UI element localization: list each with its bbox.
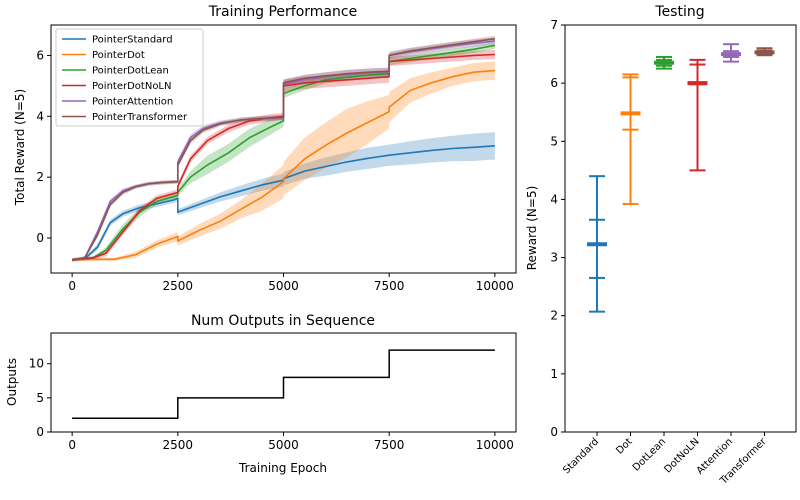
x-tick-label: 10000 — [476, 438, 514, 452]
testing-boxes — [587, 43, 775, 313]
testing-axes-frame — [564, 24, 797, 433]
x-tick-label: Standard — [561, 436, 601, 476]
x-tick-label: Dot — [614, 436, 634, 456]
series-band-0 — [72, 132, 495, 262]
series-line-2 — [72, 44, 496, 261]
legend-box — [55, 28, 204, 127]
y-tick-label: 6 — [550, 76, 558, 90]
legend-label: PointerDotLean — [92, 66, 169, 77]
outputs-lines — [72, 349, 495, 420]
y-tick-label: 4 — [36, 109, 44, 123]
training-title: Training Performance — [208, 4, 357, 20]
series-line-1 — [72, 69, 495, 261]
y-tick-label: 6 — [36, 48, 44, 62]
y-tick-label: 5 — [550, 134, 558, 148]
training-lines — [71, 37, 496, 261]
x-tick-label: 2500 — [163, 279, 194, 293]
x-tick-label: 7500 — [374, 438, 405, 452]
outputs-step-line — [72, 349, 495, 420]
legend-label: PointerTransformer — [92, 112, 188, 123]
y-tick-label: 0 — [36, 425, 44, 439]
x-tick-label: 5000 — [268, 279, 299, 293]
y-tick-label: 2 — [550, 309, 558, 323]
outputs-axes-frame — [50, 332, 517, 433]
y-tick-label: 0 — [36, 231, 44, 245]
x-tick-label: 7500 — [374, 279, 405, 293]
training-legend: PointerStandard PointerDot PointerDotLean P… — [55, 28, 204, 127]
training-performance-panel: Training Performance Total Reward (N=5) … — [13, 4, 517, 293]
testing-title: Testing — [654, 4, 704, 20]
y-tick-label: 4 — [550, 192, 558, 206]
training-ticks: 0 2500 5000 7500 10000 0 2 4 6 — [36, 48, 514, 293]
y-tick-label: 5 — [36, 391, 44, 405]
legend-label: PointerAttention — [92, 97, 173, 108]
series-line-5 — [71, 37, 496, 261]
x-tick-label: 0 — [68, 279, 76, 293]
training-axes-frame — [50, 24, 517, 274]
outputs-xlabel: Training Epoch — [238, 461, 327, 475]
legend-label: PointerDotNoLN — [92, 81, 171, 92]
outputs-title: Num Outputs in Sequence — [191, 313, 375, 329]
y-tick-label: 7 — [550, 18, 558, 32]
testing-panel: Testing Reward (N=5) 0 1 2 3 4 5 6 7 Standard Dot… — [525, 4, 797, 487]
testing-ylabel: Reward (N=5) — [525, 186, 539, 271]
x-tick-label: 2500 — [163, 438, 194, 452]
outputs-ticks: 0 2500 5000 7500 10000 0 5 10 — [29, 357, 514, 452]
training-ylabel: Total Reward (N=5) — [13, 89, 27, 206]
legend-label: PointerStandard — [92, 35, 173, 46]
outputs-ylabel: Outputs — [5, 358, 19, 406]
x-tick-label: 10000 — [476, 279, 514, 293]
series-band-5 — [72, 35, 495, 262]
legend-label: PointerDot — [92, 50, 145, 61]
y-tick-label: 0 — [550, 425, 558, 439]
x-tick-label: 0 — [68, 438, 76, 452]
x-tick-label: 5000 — [268, 438, 299, 452]
y-tick-label: 1 — [550, 367, 558, 381]
series-line-0 — [72, 145, 495, 261]
outputs-panel: Num Outputs in Sequence Outputs Training… — [5, 313, 517, 475]
y-tick-label: 2 — [36, 170, 44, 184]
y-tick-label: 3 — [550, 251, 558, 265]
y-tick-label: 10 — [29, 357, 44, 371]
